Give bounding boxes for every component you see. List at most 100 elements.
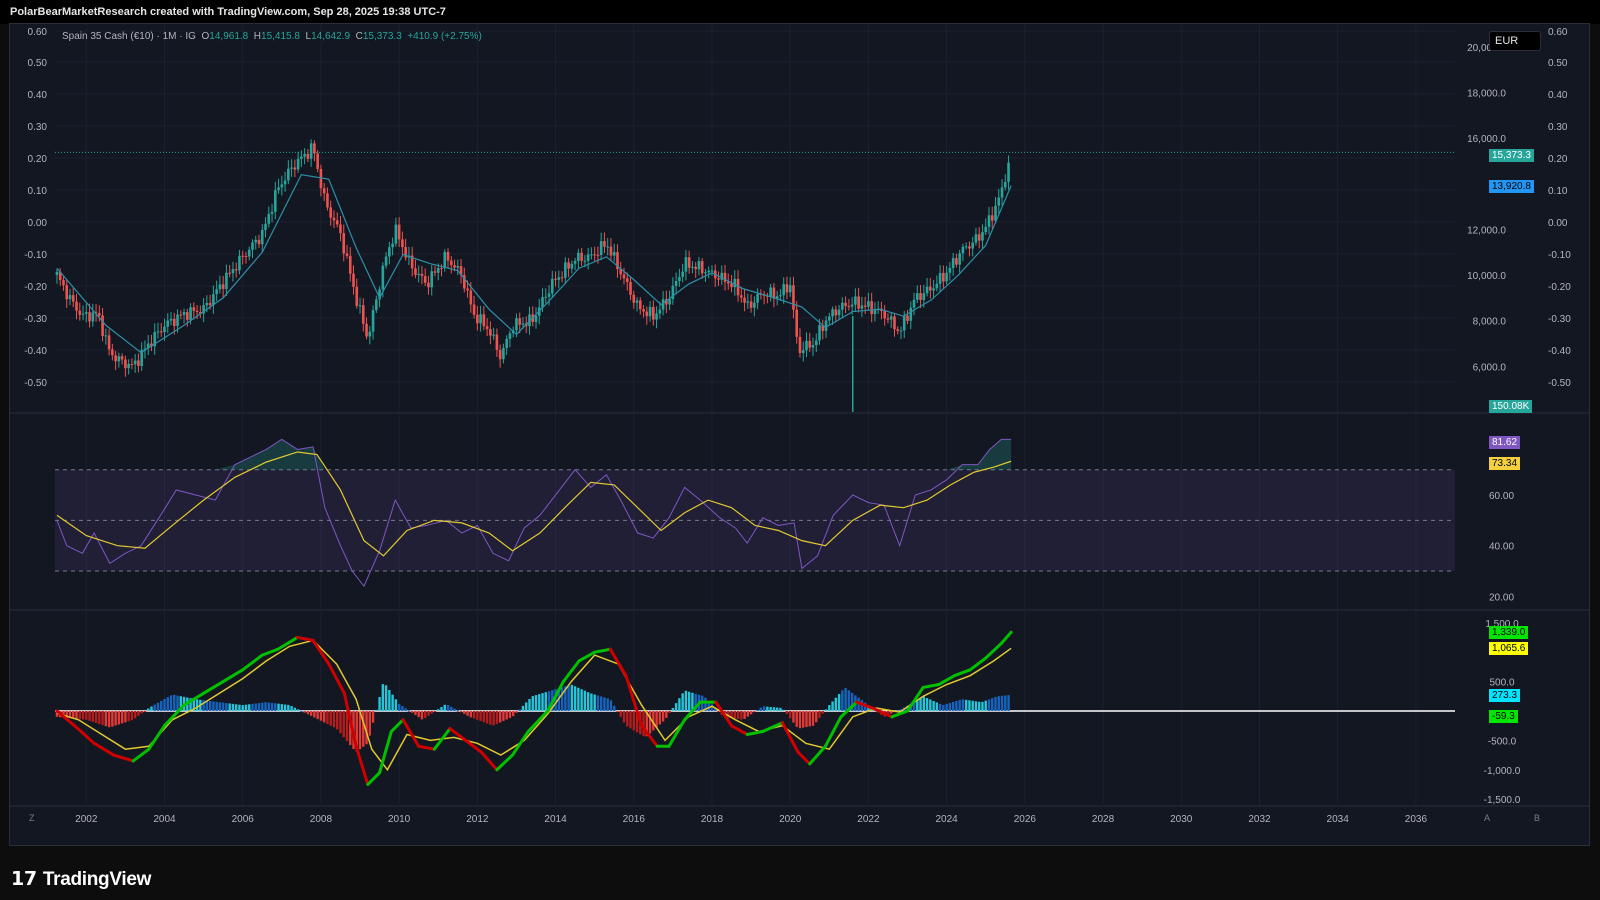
macd-histogram-bar bbox=[430, 710, 433, 714]
macd-histogram-bar bbox=[619, 710, 622, 717]
y-tick-label-left: -0.40 bbox=[24, 346, 47, 357]
macd-histogram-bar bbox=[560, 687, 564, 711]
rsi-ma-line bbox=[56, 451, 1012, 557]
candle-body bbox=[769, 287, 772, 297]
candle-body bbox=[837, 309, 841, 316]
macd-line-segment bbox=[417, 744, 436, 751]
macd-histogram-bar bbox=[254, 703, 257, 711]
macd-histogram-bar bbox=[362, 710, 365, 747]
macd-histogram-bar bbox=[489, 710, 492, 725]
macd-line-segment bbox=[714, 700, 734, 728]
macd-histogram-bar bbox=[753, 710, 756, 713]
macd-histogram-bar bbox=[143, 710, 147, 712]
candle-body bbox=[544, 296, 548, 298]
macd-histogram-bar bbox=[684, 690, 688, 711]
candle-body bbox=[785, 284, 789, 293]
macd-line-segment bbox=[182, 691, 206, 707]
macd-histogram-bar bbox=[440, 707, 443, 711]
macd-histogram-bar bbox=[964, 699, 968, 711]
candle-body bbox=[642, 309, 645, 312]
candle-body bbox=[466, 288, 469, 291]
macd-histogram-bar bbox=[195, 699, 199, 711]
candle-body bbox=[912, 299, 916, 308]
candle-body bbox=[446, 251, 450, 261]
candle-body bbox=[472, 304, 476, 315]
macd-histogram-bar bbox=[932, 700, 935, 711]
candle-body bbox=[107, 335, 111, 350]
candle-body bbox=[612, 252, 616, 256]
candle-body bbox=[974, 234, 978, 243]
macd-line-segment bbox=[546, 680, 565, 713]
candle-body bbox=[469, 290, 473, 305]
candle-body bbox=[62, 280, 65, 286]
auto-scale-button[interactable]: A bbox=[1484, 813, 1491, 823]
candle-body bbox=[498, 349, 502, 360]
candle-body bbox=[319, 168, 323, 189]
candle-body bbox=[159, 331, 163, 333]
macd-histogram-bar bbox=[98, 710, 101, 725]
macd-histogram-bar bbox=[62, 710, 65, 718]
candle-body bbox=[309, 143, 313, 159]
x-tick-label: 2026 bbox=[1014, 814, 1037, 825]
macd-histogram-bar bbox=[251, 703, 254, 711]
x-tick-label: 2016 bbox=[623, 814, 646, 825]
macd-histogram-bar bbox=[828, 705, 831, 711]
legend-high: 15,415.8 bbox=[261, 31, 300, 42]
candle-body bbox=[231, 269, 235, 274]
symbol-name: Spain 35 Cash (€10) · 1M · IG bbox=[62, 31, 196, 42]
candle-body bbox=[153, 332, 157, 347]
macd-line-segment bbox=[890, 709, 910, 719]
candle-body bbox=[208, 302, 212, 306]
macd-histogram-bar bbox=[156, 702, 160, 711]
macd-histogram-bar bbox=[599, 696, 603, 711]
macd-histogram-bar bbox=[228, 703, 231, 711]
candle-body bbox=[166, 320, 170, 327]
candle-body bbox=[296, 158, 300, 170]
tradingview-mark-icon: 𝟭𝟳 bbox=[11, 869, 37, 890]
macd-histogram-bar bbox=[586, 692, 590, 711]
macd-histogram-bar bbox=[554, 689, 557, 711]
macd-histogram-bar bbox=[648, 710, 652, 734]
candle-body bbox=[687, 257, 691, 268]
candle-body bbox=[348, 255, 352, 274]
currency-button[interactable]: EUR bbox=[1489, 31, 1541, 51]
macd-histogram-bar bbox=[951, 701, 955, 711]
ma-price-tag: 13,920.8 bbox=[1489, 180, 1534, 193]
macd-histogram-bar bbox=[945, 703, 948, 711]
zoom-button[interactable]: Z bbox=[29, 813, 35, 823]
macd-histogram-bar bbox=[453, 708, 456, 711]
log-scale-button[interactable]: B bbox=[1534, 813, 1541, 823]
candle-body bbox=[150, 343, 153, 347]
macd-line-segment bbox=[667, 718, 687, 748]
macd-histogram-bar bbox=[525, 702, 528, 711]
macd-histogram-bar bbox=[687, 691, 691, 711]
macd-histogram-bar bbox=[981, 701, 984, 711]
macd-histogram-bar bbox=[841, 690, 844, 711]
candle-body bbox=[691, 266, 694, 268]
candle-body bbox=[681, 271, 684, 277]
candle-body bbox=[792, 285, 795, 310]
macd-histogram-bar bbox=[107, 710, 111, 728]
y-tick-label-left: 0.30 bbox=[28, 122, 48, 133]
y-tick-label-left: 0.00 bbox=[28, 218, 48, 229]
candle-body bbox=[114, 355, 117, 362]
macd-histogram-bar bbox=[984, 700, 987, 711]
x-tick-label: 2034 bbox=[1327, 814, 1350, 825]
macd-histogram-bar bbox=[290, 706, 293, 711]
macd-histogram-bar bbox=[919, 697, 922, 711]
candle-body bbox=[779, 295, 782, 297]
x-tick-label: 2032 bbox=[1248, 814, 1271, 825]
candle-body bbox=[814, 340, 818, 346]
signal-value-tag: 1,065.6 bbox=[1489, 642, 1529, 655]
macd-histogram-bar bbox=[538, 694, 541, 711]
candle-body bbox=[977, 234, 981, 241]
candle-body bbox=[606, 246, 610, 248]
macd-histogram-bar bbox=[296, 709, 300, 711]
candle-body bbox=[463, 275, 466, 289]
moving-average-line bbox=[56, 173, 1012, 354]
macd-histogram-bar bbox=[365, 710, 368, 745]
candle-body bbox=[65, 285, 69, 300]
macd-histogram-bar bbox=[117, 710, 121, 725]
candle-body bbox=[505, 338, 508, 349]
